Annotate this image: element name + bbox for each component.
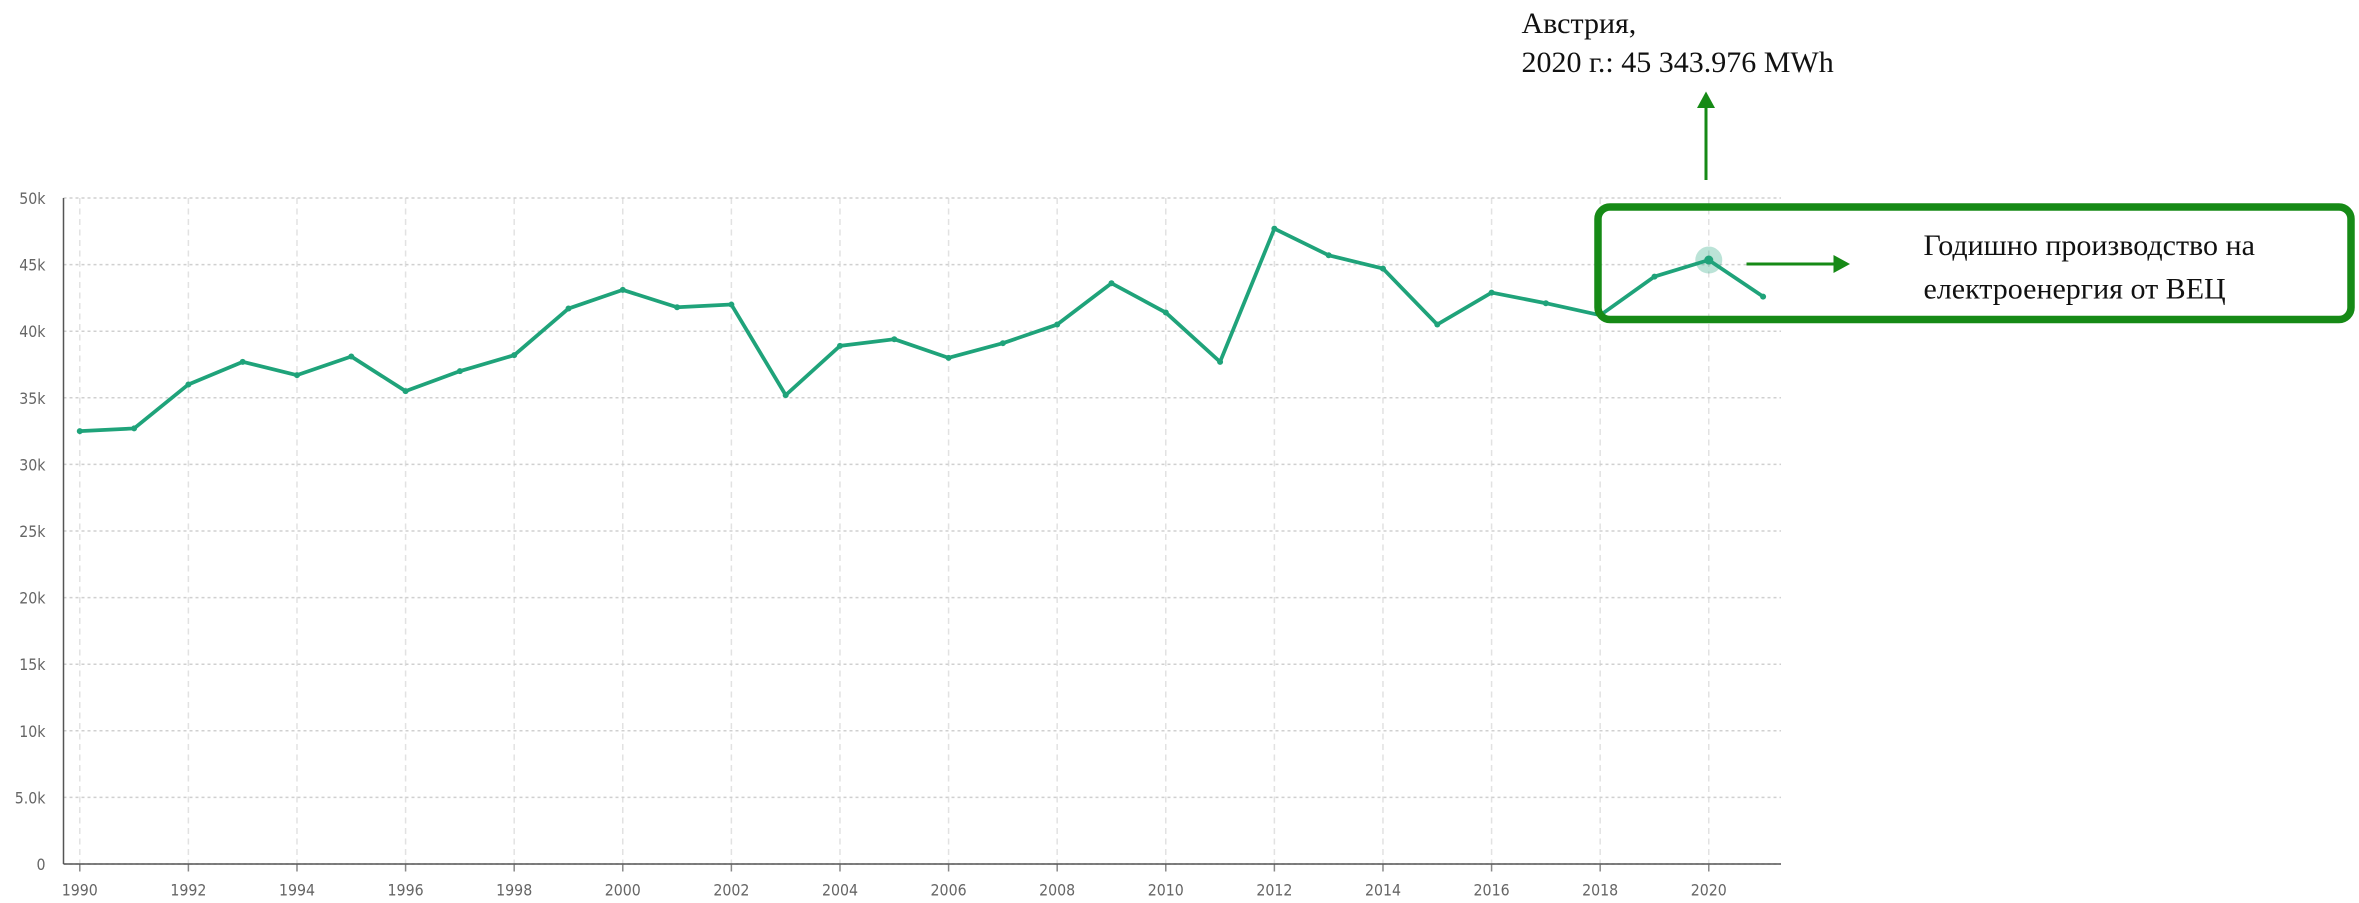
point <box>511 352 518 359</box>
y-tick-label: 5.0k <box>15 788 47 807</box>
x-tick-label: 2010 <box>1148 881 1184 900</box>
y-tick-label: 25k <box>19 522 46 541</box>
point <box>565 305 572 312</box>
x-tick-label: 2016 <box>1474 881 1510 900</box>
x-tick-label: 2018 <box>1582 881 1618 900</box>
arrow-head <box>1833 255 1850 273</box>
y-tick-label: 40k <box>19 322 46 341</box>
point <box>131 425 138 432</box>
point <box>1217 358 1224 365</box>
point <box>402 388 409 395</box>
x-tick-label: 2002 <box>713 881 749 900</box>
point <box>1434 321 1441 328</box>
point <box>1379 265 1386 272</box>
point <box>1162 309 1169 316</box>
y-tick-label: 50k <box>19 189 46 208</box>
point <box>999 340 1006 347</box>
point <box>1542 300 1549 307</box>
x-tick-label: 1994 <box>279 881 315 900</box>
x-tick-label: 2020 <box>1691 881 1727 900</box>
y-tick-label: 15k <box>19 655 46 674</box>
annotation-box <box>1594 203 2355 324</box>
point <box>239 358 246 365</box>
point <box>674 304 681 311</box>
y-tick-label: 20k <box>19 589 46 608</box>
point <box>348 353 355 360</box>
x-tick-label: 1996 <box>388 881 424 900</box>
x-tick-label: 2006 <box>931 881 967 900</box>
point <box>619 286 626 293</box>
point <box>76 428 83 435</box>
point <box>1760 293 1767 300</box>
point <box>1054 321 1061 328</box>
y-tick-label: 0 <box>36 855 45 874</box>
point <box>1271 225 1278 232</box>
point <box>945 354 952 361</box>
point <box>891 336 898 343</box>
y-tick-label: 10k <box>19 722 46 741</box>
point <box>1704 255 1714 265</box>
x-tick-label: 2014 <box>1365 881 1401 900</box>
point <box>293 372 300 379</box>
y-tick-label: 30k <box>19 455 46 474</box>
arrow-head <box>1697 91 1715 108</box>
x-tick-label: 1990 <box>62 881 98 900</box>
x-tick-label: 1992 <box>170 881 206 900</box>
tooltip-line: Австрия, <box>1522 7 1637 40</box>
point <box>456 368 463 375</box>
y-tick-label: 35k <box>19 389 46 408</box>
x-tick-label: 2000 <box>605 881 641 900</box>
point <box>1488 289 1495 296</box>
y-tick-label: 45k <box>19 256 46 275</box>
annotation-line: електроенергия от ВЕЦ <box>1924 273 2226 306</box>
x-tick-label: 2004 <box>822 881 858 900</box>
x-tick-label: 2012 <box>1256 881 1292 900</box>
x-tick-label: 1998 <box>496 881 532 900</box>
point <box>1651 273 1658 280</box>
point <box>1108 280 1115 287</box>
point <box>836 342 843 349</box>
point <box>782 392 789 399</box>
point <box>728 301 735 308</box>
point <box>1325 252 1332 259</box>
line <box>79 226 1765 433</box>
x-tick-label: 2008 <box>1039 881 1075 900</box>
point <box>185 381 192 388</box>
annotation-line: Годишно производство на <box>1924 229 2255 262</box>
tooltip-line: 2020 г.: 45 343.976 MWh <box>1522 46 1834 79</box>
